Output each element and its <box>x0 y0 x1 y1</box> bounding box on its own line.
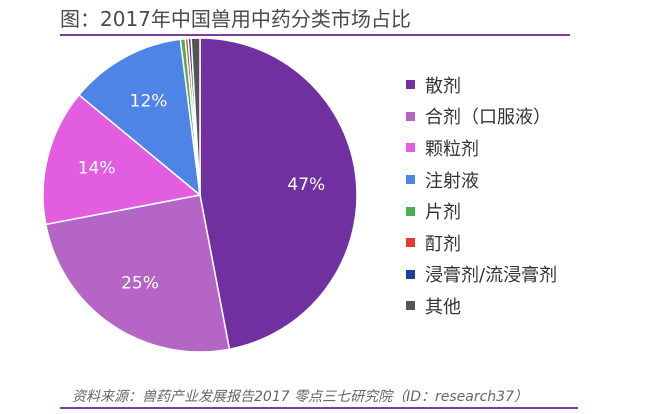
legend-label: 散剂 <box>425 75 461 97</box>
pie-slice-8 <box>190 37 201 196</box>
legend-swatch <box>406 238 415 248</box>
source-note: 资料来源：兽药产业发展报告2017 零点三七研究院（ID：research37） <box>72 389 528 405</box>
legend-label: 颗粒剂 <box>425 138 479 160</box>
legend-label: 酊剂 <box>425 233 461 255</box>
legend-item: 其他 <box>406 290 557 322</box>
pie-slice-4 <box>77 38 201 197</box>
legend-item: 合剂（口服液） <box>406 101 557 133</box>
pie-data-label-2: 25% <box>121 273 159 293</box>
legend-swatch <box>406 269 415 279</box>
legend-swatch <box>406 175 415 185</box>
chart-title: 图：2017年中国兽用中药分类市场占比 <box>60 7 411 31</box>
pie-slice-3 <box>42 93 202 226</box>
legend-label: 浸膏剂/流浸膏剂 <box>425 265 558 287</box>
pie-data-labels: 47% 25% 14% 12% <box>78 91 325 293</box>
legend: 散剂合剂（口服液） 颗粒剂注射液片剂酊剂浸膏剂/流浸膏剂 其他 <box>406 69 557 322</box>
legend-item: 片剂 <box>406 195 557 227</box>
legend-item: 颗粒剂 <box>406 132 557 164</box>
legend-swatch <box>406 80 415 90</box>
pie-data-label-1: 47% <box>287 175 325 195</box>
legend-label: 其他 <box>425 296 461 318</box>
legend-item: 酊剂 <box>406 227 557 259</box>
legend-swatch <box>406 143 415 153</box>
legend-label: 注射液 <box>425 170 479 192</box>
legend-swatch <box>406 111 415 121</box>
pie-slice-2 <box>44 194 231 353</box>
legend-swatch <box>406 206 415 216</box>
pie-data-label-4: 12% <box>130 91 168 111</box>
pie-slice-1 <box>199 37 358 351</box>
legend-label: 合剂（口服液） <box>425 107 551 129</box>
footer-underline <box>60 407 578 409</box>
pie-slices <box>42 37 358 353</box>
legend-item: 散剂 <box>406 69 557 101</box>
legend-swatch <box>406 301 415 311</box>
legend-item: 浸膏剂/流浸膏剂 <box>406 259 557 291</box>
pie-data-label-3: 14% <box>78 158 116 178</box>
title-underline <box>60 34 570 36</box>
legend-item: 注射液 <box>406 164 557 196</box>
legend-label: 片剂 <box>425 202 461 224</box>
